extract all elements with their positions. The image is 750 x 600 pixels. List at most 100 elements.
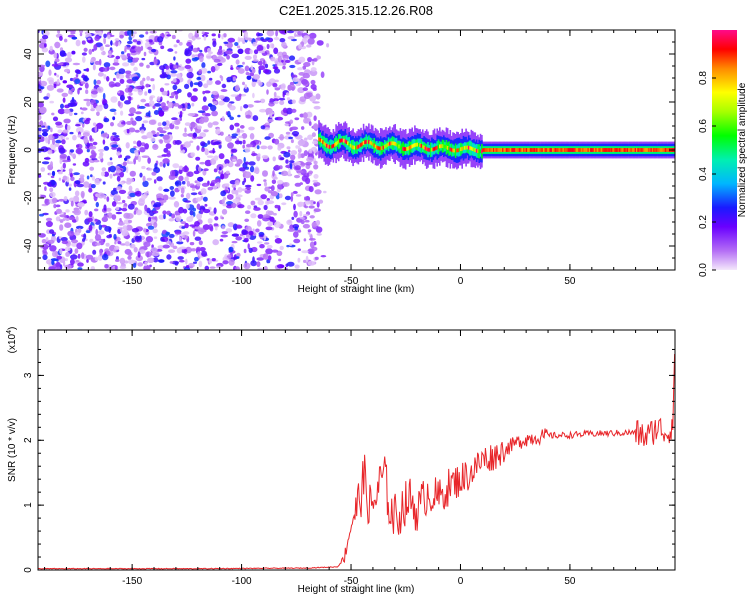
signal-core xyxy=(487,148,490,152)
spectrogram-x-ticks: -150 -100 -50 0 50 xyxy=(44,30,658,287)
noise-blob xyxy=(257,199,264,206)
noise-blob xyxy=(127,87,133,93)
noise-blob xyxy=(169,261,174,264)
signal-core xyxy=(511,148,513,152)
signal-core xyxy=(324,142,327,147)
signal-core xyxy=(555,148,558,152)
noise-blob xyxy=(211,33,216,37)
noise-blob xyxy=(39,213,44,217)
noise-blob xyxy=(174,261,179,266)
signal-core xyxy=(404,147,407,152)
noise-blob xyxy=(242,235,246,240)
noise-blob xyxy=(139,172,143,178)
signal-core xyxy=(573,148,575,152)
noise-blob xyxy=(61,240,69,245)
noise-blob xyxy=(272,212,277,216)
noise-blob xyxy=(38,64,46,68)
noise-blob xyxy=(82,161,90,167)
signal-core xyxy=(655,148,658,152)
noise-blob xyxy=(192,132,197,139)
noise-blob xyxy=(226,54,231,60)
noise-blob xyxy=(149,30,157,34)
noise-blob xyxy=(57,62,64,66)
noise-blob xyxy=(59,50,66,57)
noise-blob xyxy=(293,30,299,33)
noise-blob xyxy=(303,35,310,40)
noise-blob xyxy=(304,137,308,141)
noise-blob xyxy=(128,92,133,96)
noise-blob xyxy=(289,162,293,170)
noise-blob xyxy=(74,180,81,185)
noise-blob xyxy=(229,116,234,121)
signal-core xyxy=(508,148,511,152)
noise-blob xyxy=(162,134,170,141)
signal-core xyxy=(483,148,486,152)
noise-blob xyxy=(190,248,197,252)
noise-blob xyxy=(179,110,183,118)
noise-blob xyxy=(116,202,123,205)
signal-core xyxy=(485,148,487,152)
noise-blob xyxy=(207,140,211,145)
noise-blob xyxy=(75,123,81,127)
noise-blob xyxy=(194,256,199,262)
noise-blob xyxy=(71,36,78,40)
noise-blob xyxy=(124,47,127,53)
noise-blob xyxy=(148,119,156,125)
noise-blob xyxy=(210,66,216,73)
signal-core xyxy=(608,148,611,152)
noise-blob xyxy=(279,157,285,161)
noise-blob xyxy=(235,236,243,241)
noise-blob xyxy=(184,127,187,133)
noise-blob xyxy=(50,143,56,150)
noise-blob xyxy=(158,110,165,117)
noise-blob xyxy=(82,199,87,204)
noise-blob xyxy=(290,154,296,161)
noise-blob xyxy=(249,133,255,140)
noise-blob xyxy=(273,47,279,55)
noise-blob xyxy=(95,228,98,236)
noise-blob xyxy=(221,116,225,122)
noise-blob xyxy=(64,222,72,228)
noise-blob xyxy=(134,46,142,52)
noise-blob xyxy=(154,163,158,170)
signal-core xyxy=(374,144,377,149)
noise-blob xyxy=(274,79,279,83)
noise-blob xyxy=(75,74,79,78)
signal-core xyxy=(445,145,448,150)
noise-blob xyxy=(139,34,145,38)
noise-blob xyxy=(213,223,219,227)
signal-core xyxy=(464,145,466,150)
noise-blob xyxy=(209,183,215,187)
noise-blob xyxy=(56,255,62,260)
noise-blob xyxy=(112,137,121,142)
noise-blob xyxy=(122,62,130,67)
noise-blob xyxy=(196,181,201,187)
signal-core xyxy=(328,145,331,149)
snr-x-ticks: -150 -100 -50 0 50 xyxy=(44,330,658,587)
noise-blob xyxy=(167,48,174,52)
noise-blob xyxy=(146,131,153,139)
noise-blob xyxy=(195,37,202,40)
noise-blob xyxy=(180,248,188,253)
noise-blob xyxy=(256,183,262,187)
signal-core xyxy=(516,148,519,152)
noise-blob xyxy=(254,167,260,175)
snr-scale-exponent: 4 xyxy=(6,330,13,334)
noise-blob xyxy=(287,170,291,176)
noise-blob xyxy=(184,48,190,55)
noise-blob xyxy=(264,136,271,140)
noise-blob xyxy=(97,72,104,77)
noise-blob xyxy=(126,53,131,58)
noise-blob xyxy=(235,190,239,196)
noise-blob xyxy=(191,54,196,58)
noise-blob xyxy=(85,238,88,241)
noise-blob xyxy=(200,67,208,74)
noise-blob xyxy=(147,89,152,94)
noise-blob xyxy=(120,110,124,116)
signal-core xyxy=(345,140,348,145)
noise-blob xyxy=(130,33,135,39)
noise-blob xyxy=(199,55,204,63)
signal-core xyxy=(327,144,329,149)
signal-core xyxy=(637,148,639,152)
noise-blob xyxy=(69,102,78,107)
